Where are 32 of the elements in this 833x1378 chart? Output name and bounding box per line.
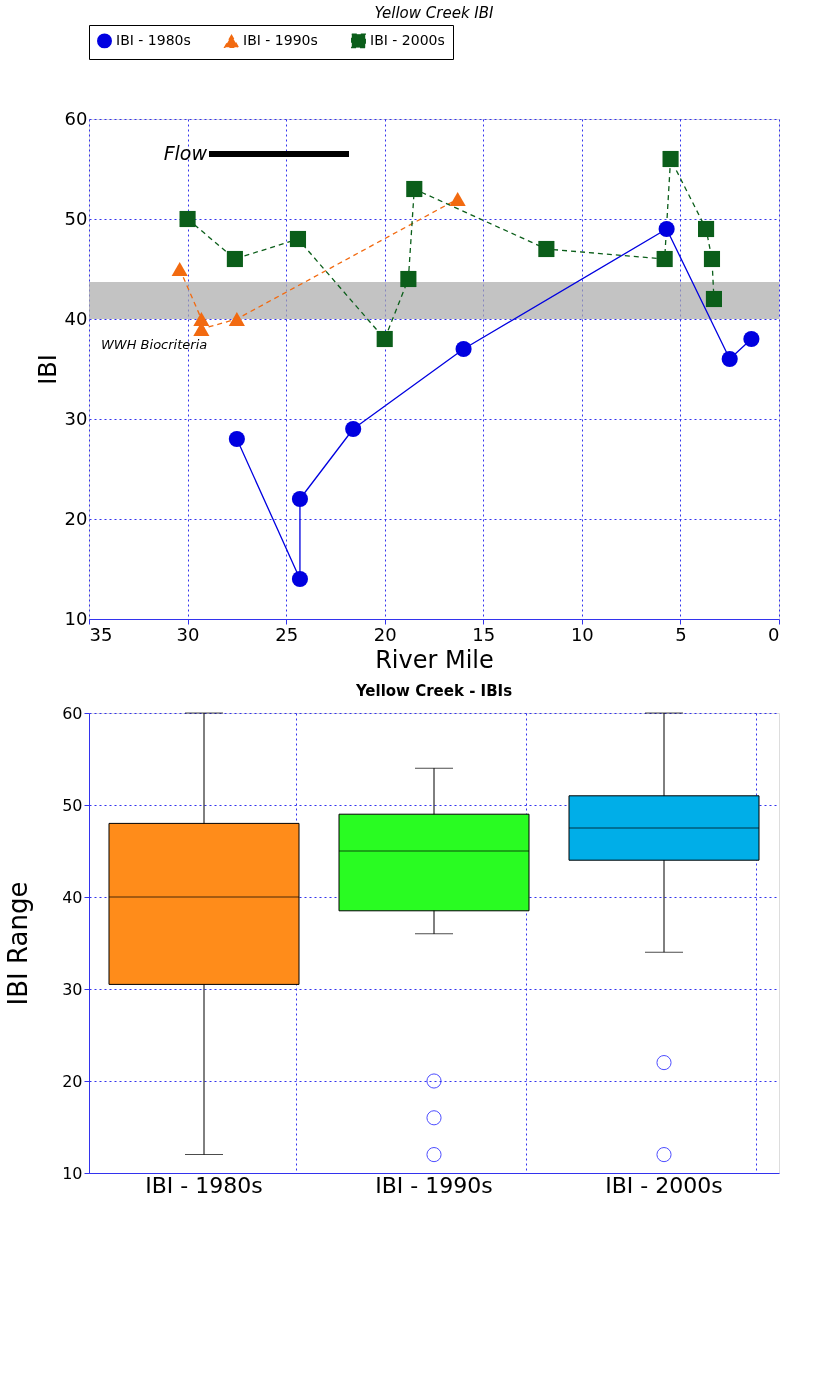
y-tick-label: 30 <box>64 407 88 429</box>
band-label: WWH Biocriteria <box>101 337 208 352</box>
x-tick-label: 15 <box>472 623 496 645</box>
x-tick-label: 20 <box>373 623 397 645</box>
y-tick-label: 60 <box>64 107 88 129</box>
y-tick-label: 20 <box>64 507 88 529</box>
x-tick-label: 25 <box>275 623 299 645</box>
legend-label: IBI - 1980s <box>116 31 191 48</box>
x-tick-label: 30 <box>176 623 200 645</box>
chart-title: Yellow Creek IBI <box>374 3 495 22</box>
chart-title: Yellow Creek - IBIs <box>354 682 513 700</box>
annotation: Flow <box>163 142 208 164</box>
x-tick-label: IBI - 2000s <box>605 1172 723 1198</box>
y-tick-label: 50 <box>64 207 88 229</box>
legend-label: IBI - 1990s <box>243 32 318 49</box>
y-axis-title: IBI <box>33 354 62 385</box>
y-tick-label: 40 <box>64 307 88 329</box>
y-tick-label: 60 <box>62 703 83 723</box>
x-axis-title: River Mile <box>375 645 494 674</box>
x-tick-label: 0 <box>768 623 780 645</box>
x-tick-label: 35 <box>89 623 113 645</box>
x-tick-label: 10 <box>570 623 594 645</box>
x-tick-label: IBI - 1990s <box>375 1172 493 1198</box>
y-axis-title: IBI Range <box>3 881 34 1006</box>
y-tick-label: 50 <box>62 795 83 815</box>
y-tick-label: 10 <box>64 607 88 629</box>
y-tick-label: 30 <box>62 979 83 999</box>
x-tick-label: IBI - 1980s <box>145 1172 263 1198</box>
legend-label: IBI - 2000s <box>370 31 445 48</box>
y-tick-label: 40 <box>62 887 83 907</box>
x-tick-label: 5 <box>675 623 687 645</box>
y-tick-label: 20 <box>62 1071 83 1091</box>
